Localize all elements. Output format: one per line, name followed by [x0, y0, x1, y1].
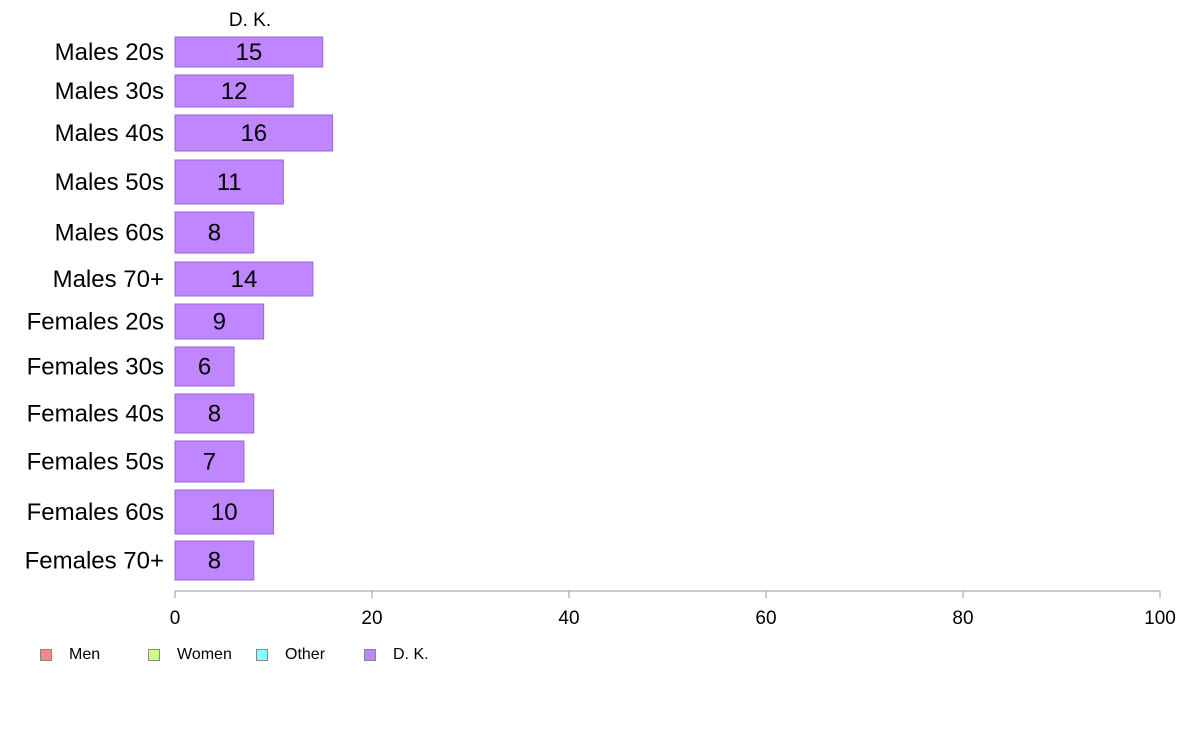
category-label: Females 60s [27, 499, 164, 526]
bar-value-label: 12 [221, 78, 248, 105]
category-label: Females 70+ [25, 548, 164, 575]
category-label: Males 30s [55, 78, 164, 105]
bar [174, 440, 245, 483]
bar [174, 211, 255, 254]
legend-swatch [148, 649, 160, 661]
bar [174, 346, 235, 387]
bar-value-label: 6 [198, 354, 211, 381]
bar-value-label: 8 [208, 548, 221, 575]
category-label: Females 50s [27, 449, 164, 476]
legend-item: Women [148, 646, 256, 664]
bar-value-label: 8 [208, 401, 221, 428]
legend: Men Women Other D. K. [40, 646, 472, 664]
legend-label: D. K. [393, 646, 429, 663]
x-tick-label: 0 [170, 608, 181, 629]
bar-value-label: 11 [217, 169, 242, 196]
bars-group: Males 20s 15 Males 30s 12 Males 40s 16 Males 5… [25, 36, 334, 581]
legend-swatch [364, 649, 376, 661]
category-label: Females 20s [27, 309, 164, 336]
category-label: Females 40s [27, 401, 164, 428]
bar-value-label: 8 [208, 220, 221, 247]
x-axis: 0 20 40 60 80 100 [170, 590, 1176, 629]
legend-item: Men [40, 646, 148, 664]
bar-value-label: 14 [231, 266, 258, 293]
bar-value-label: 16 [240, 120, 267, 147]
bar [174, 159, 284, 205]
category-label: Females 30s [27, 354, 164, 381]
x-tick-label: 80 [952, 608, 973, 629]
x-tick-label: 60 [755, 608, 776, 629]
series-title: D. K. [229, 10, 271, 31]
bar [174, 303, 265, 340]
bar [174, 489, 274, 535]
bar [174, 36, 324, 68]
legend-item: Other [256, 646, 364, 664]
x-tick-label: 20 [361, 608, 382, 629]
bar [174, 393, 255, 434]
legend-swatch [256, 649, 268, 661]
legend-item: D. K. [364, 646, 472, 664]
bar [174, 261, 314, 297]
bar [174, 74, 294, 108]
x-tick-label: 40 [558, 608, 579, 629]
category-label: Males 20s [55, 39, 164, 66]
category-label: Males 40s [55, 120, 164, 147]
category-label: Males 70+ [53, 266, 164, 293]
legend-label: Men [69, 646, 101, 663]
bar [174, 114, 334, 152]
bar-value-label: 15 [236, 39, 263, 66]
legend-label: Women [177, 646, 232, 663]
bar-value-label: 9 [213, 309, 226, 336]
x-tick-label: 100 [1144, 608, 1176, 629]
bar-value-label: 7 [203, 449, 216, 476]
legend-label: Other [285, 646, 326, 663]
category-label: Males 50s [55, 169, 164, 196]
bar [174, 540, 255, 581]
legend-swatch [40, 649, 52, 661]
bar-value-label: 10 [211, 499, 238, 526]
category-label: Males 60s [55, 220, 164, 247]
